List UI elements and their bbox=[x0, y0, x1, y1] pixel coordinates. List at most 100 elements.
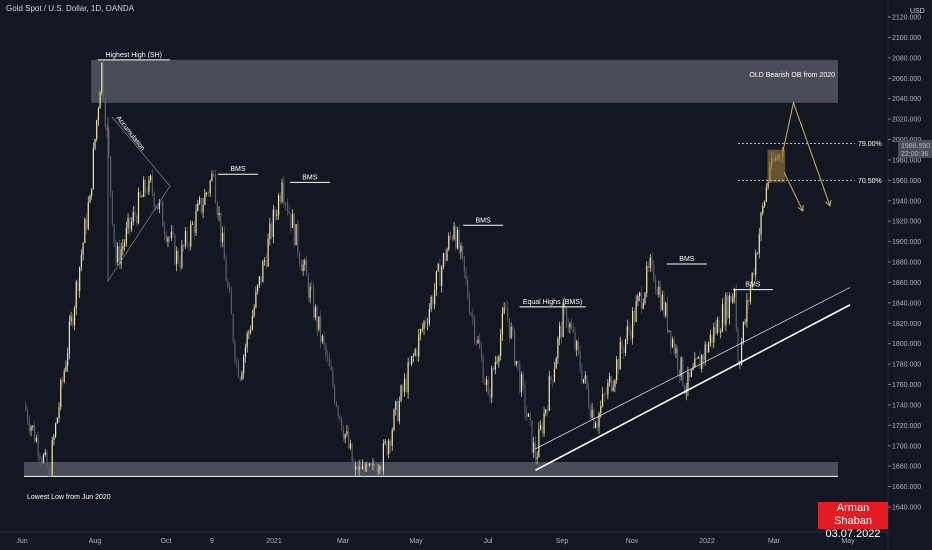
candle-body bbox=[617, 359, 620, 370]
candle-body bbox=[309, 286, 311, 298]
candle-body bbox=[553, 368, 556, 382]
candle-body bbox=[82, 242, 84, 255]
candle-body bbox=[291, 213, 294, 228]
candle-body bbox=[186, 231, 188, 245]
y-tick-label: 1680.000 bbox=[892, 464, 921, 471]
candle-body bbox=[675, 348, 677, 354]
candle-body bbox=[714, 327, 717, 333]
candle-body bbox=[709, 334, 711, 344]
candle-body bbox=[87, 202, 89, 229]
current-price-value: 1988.590 bbox=[901, 143, 930, 150]
candle-body bbox=[151, 175, 153, 193]
candle-body bbox=[763, 201, 766, 206]
candle-body bbox=[311, 286, 313, 288]
candle-body bbox=[44, 452, 46, 456]
candle-body bbox=[253, 307, 255, 317]
candle-body bbox=[649, 257, 651, 268]
x-tick-label: 2021 bbox=[266, 538, 282, 545]
candle-body bbox=[550, 376, 552, 381]
candle-body bbox=[654, 280, 657, 289]
candle-body bbox=[462, 245, 464, 257]
candle-body bbox=[70, 316, 72, 322]
candle-body bbox=[644, 292, 646, 304]
annotation-label: BMS bbox=[230, 166, 246, 173]
candle-body bbox=[713, 327, 715, 343]
candle-body bbox=[463, 256, 465, 272]
candle-body bbox=[389, 440, 392, 447]
candle-body bbox=[653, 265, 655, 281]
projection-arrowhead bbox=[825, 199, 832, 207]
candle-body bbox=[632, 310, 634, 339]
candle-body bbox=[621, 341, 623, 350]
candle-body bbox=[639, 292, 641, 296]
fib-level-label: 79.00% bbox=[858, 141, 882, 148]
candle-body bbox=[288, 210, 290, 214]
candle-body bbox=[437, 264, 439, 272]
candle-body bbox=[330, 365, 332, 371]
candle-body bbox=[733, 289, 736, 297]
candle-body bbox=[251, 316, 254, 330]
candle-body bbox=[520, 374, 523, 392]
candle-body bbox=[569, 323, 571, 328]
candle-body bbox=[53, 436, 55, 441]
candle-body bbox=[67, 353, 69, 366]
candle-body bbox=[412, 355, 415, 357]
candle-body bbox=[588, 388, 590, 407]
candle-body bbox=[487, 379, 489, 395]
candle-body bbox=[416, 349, 418, 357]
candle-body bbox=[666, 302, 669, 332]
candle-body bbox=[129, 217, 131, 230]
candle-body bbox=[692, 367, 694, 370]
candle-body bbox=[720, 331, 722, 333]
candle-body bbox=[207, 192, 210, 194]
author-name: Arman Shaban bbox=[834, 502, 872, 527]
candle-body bbox=[594, 423, 597, 429]
candle-body bbox=[728, 295, 730, 319]
candle-body bbox=[139, 192, 141, 197]
candle-body bbox=[35, 438, 37, 442]
candle-body bbox=[172, 231, 174, 235]
candle-body bbox=[99, 92, 101, 109]
candle-body bbox=[348, 431, 350, 449]
candle-body bbox=[341, 417, 343, 430]
candle-body bbox=[623, 349, 625, 353]
candle-body bbox=[477, 339, 479, 343]
candle-body bbox=[297, 224, 299, 254]
candle-body bbox=[635, 301, 637, 322]
candle-body bbox=[49, 474, 52, 476]
chart-title: Gold Spot / U.S. Dollar, 1D, OANDA bbox=[6, 4, 135, 13]
candle-body bbox=[37, 438, 39, 457]
candle-body bbox=[204, 192, 206, 205]
y-tick-label: 2080.000 bbox=[892, 55, 921, 62]
candle-body bbox=[402, 385, 404, 392]
candle-body bbox=[526, 412, 528, 417]
candle-body bbox=[118, 246, 120, 265]
candle-body bbox=[141, 196, 143, 198]
candle-body bbox=[229, 286, 231, 292]
candle-body bbox=[642, 303, 644, 309]
candle-body bbox=[515, 360, 517, 365]
candle-body bbox=[603, 394, 605, 395]
candle-body bbox=[153, 192, 155, 207]
candle-body bbox=[500, 334, 502, 357]
candle-body bbox=[659, 286, 662, 310]
candle-body bbox=[179, 262, 181, 268]
candle-body bbox=[519, 364, 521, 392]
candle-body bbox=[227, 281, 229, 287]
candle-body bbox=[690, 369, 692, 377]
candle-body bbox=[39, 456, 41, 460]
candle-body bbox=[760, 212, 762, 235]
candle-body bbox=[567, 324, 569, 328]
candle-body bbox=[572, 328, 574, 333]
y-tick-label: 1720.000 bbox=[892, 423, 921, 430]
candle-body bbox=[89, 195, 91, 203]
candle-body bbox=[286, 203, 288, 211]
candle-body bbox=[382, 443, 384, 472]
candle-body bbox=[55, 423, 57, 437]
candle-body bbox=[503, 307, 505, 313]
current-price-tag bbox=[898, 140, 932, 158]
candle-body bbox=[307, 275, 309, 298]
candle-body bbox=[113, 224, 115, 243]
x-tick-label: May bbox=[409, 538, 423, 545]
